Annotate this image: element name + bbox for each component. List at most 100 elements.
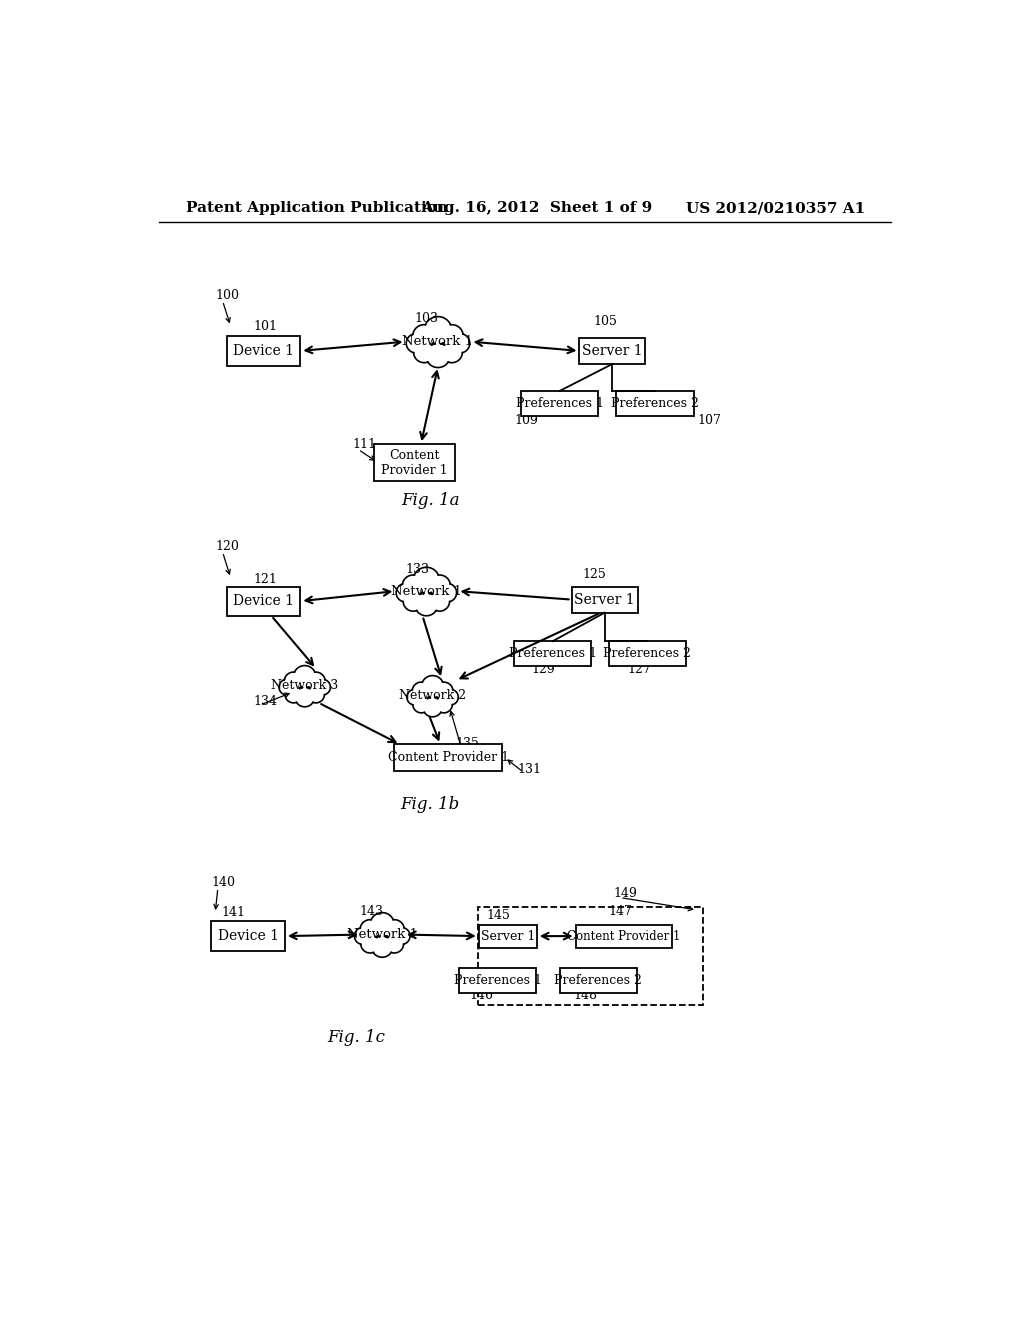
Bar — [514, 642, 592, 665]
Circle shape — [429, 576, 451, 597]
Bar — [608, 642, 686, 665]
Text: Aug. 16, 2012  Sheet 1 of 9: Aug. 16, 2012 Sheet 1 of 9 — [421, 202, 652, 215]
Circle shape — [451, 334, 470, 352]
Text: Server 1: Server 1 — [582, 345, 643, 358]
Text: Fig. 1a: Fig. 1a — [401, 492, 460, 510]
Circle shape — [414, 342, 435, 363]
Text: 146: 146 — [469, 989, 493, 1002]
Text: Content Provider 1: Content Provider 1 — [567, 929, 681, 942]
Text: Network 2: Network 2 — [399, 689, 466, 702]
Text: 109: 109 — [515, 413, 539, 426]
Text: 133: 133 — [406, 564, 429, 576]
Bar — [571, 586, 638, 612]
Circle shape — [295, 688, 314, 706]
Text: 105: 105 — [593, 315, 616, 329]
Text: Network 1: Network 1 — [402, 335, 473, 348]
Text: Server 1: Server 1 — [480, 929, 535, 942]
Bar — [575, 924, 673, 948]
Circle shape — [307, 686, 325, 702]
Text: 125: 125 — [583, 568, 606, 581]
Text: 145: 145 — [486, 908, 511, 921]
Circle shape — [424, 317, 452, 345]
Text: 134: 134 — [254, 694, 278, 708]
Text: 111: 111 — [352, 438, 377, 451]
Circle shape — [442, 689, 459, 705]
Circle shape — [434, 682, 453, 701]
Text: Fig. 1b: Fig. 1b — [400, 796, 460, 813]
Text: Device 1: Device 1 — [233, 594, 294, 609]
Circle shape — [402, 576, 424, 597]
Circle shape — [279, 680, 295, 696]
Text: Device 1: Device 1 — [233, 345, 294, 358]
Circle shape — [426, 343, 451, 367]
Bar — [226, 586, 300, 615]
Text: 101: 101 — [254, 319, 278, 333]
Circle shape — [429, 591, 450, 611]
Text: Content Provider 1: Content Provider 1 — [387, 751, 509, 764]
Circle shape — [413, 325, 435, 347]
Text: 120: 120 — [216, 540, 240, 553]
Circle shape — [413, 696, 430, 713]
Text: 147: 147 — [608, 906, 633, 917]
Bar — [580, 338, 645, 364]
Bar — [374, 444, 456, 480]
Text: 107: 107 — [697, 413, 722, 426]
Circle shape — [403, 591, 423, 611]
Circle shape — [360, 935, 379, 953]
Bar — [616, 391, 693, 416]
Circle shape — [423, 697, 442, 717]
Bar — [521, 391, 598, 416]
Circle shape — [422, 676, 443, 698]
Text: Server 1: Server 1 — [574, 593, 635, 607]
Bar — [211, 921, 285, 950]
Circle shape — [384, 920, 404, 940]
Text: Device 1: Device 1 — [218, 929, 279, 942]
Bar — [478, 907, 703, 1006]
Text: 140: 140 — [212, 875, 236, 888]
Bar — [459, 969, 537, 993]
Text: Content
Provider 1: Content Provider 1 — [381, 449, 449, 477]
Text: 100: 100 — [216, 289, 240, 302]
Bar — [226, 337, 300, 366]
Circle shape — [435, 696, 453, 713]
Circle shape — [396, 583, 415, 602]
Circle shape — [407, 334, 426, 352]
Circle shape — [385, 935, 403, 953]
Circle shape — [414, 568, 439, 594]
Bar — [478, 924, 537, 948]
Circle shape — [294, 665, 315, 688]
Text: 121: 121 — [254, 573, 278, 586]
Text: US 2012/0210357 A1: US 2012/0210357 A1 — [686, 202, 865, 215]
Text: 148: 148 — [573, 989, 598, 1002]
Circle shape — [372, 936, 393, 957]
Circle shape — [285, 686, 302, 702]
Text: Preferences 1: Preferences 1 — [454, 974, 542, 987]
Text: 131: 131 — [518, 763, 542, 776]
Text: Fig. 1c: Fig. 1c — [328, 1030, 386, 1047]
Circle shape — [412, 682, 431, 701]
Text: 149: 149 — [614, 887, 638, 900]
Circle shape — [370, 912, 394, 937]
Circle shape — [393, 928, 410, 945]
Text: Preferences 1: Preferences 1 — [516, 397, 604, 409]
Circle shape — [438, 583, 457, 602]
Text: Preferences 2: Preferences 2 — [554, 974, 642, 987]
Text: 127: 127 — [628, 663, 651, 676]
Text: Preferences 1: Preferences 1 — [509, 647, 597, 660]
Circle shape — [407, 689, 423, 705]
Text: Patent Application Publication: Patent Application Publication — [186, 202, 449, 215]
Text: 135: 135 — [456, 737, 479, 750]
Text: Network 3: Network 3 — [271, 680, 338, 693]
Circle shape — [360, 920, 380, 940]
Text: Preferences 2: Preferences 2 — [611, 397, 699, 409]
Circle shape — [441, 342, 463, 363]
Circle shape — [306, 672, 326, 690]
Bar — [560, 969, 637, 993]
Text: 141: 141 — [221, 907, 245, 920]
Bar — [394, 744, 503, 771]
Text: 103: 103 — [415, 312, 438, 325]
Text: Network 1: Network 1 — [391, 585, 462, 598]
Text: Preferences 2: Preferences 2 — [603, 647, 691, 660]
Circle shape — [415, 593, 438, 615]
Circle shape — [314, 680, 331, 696]
